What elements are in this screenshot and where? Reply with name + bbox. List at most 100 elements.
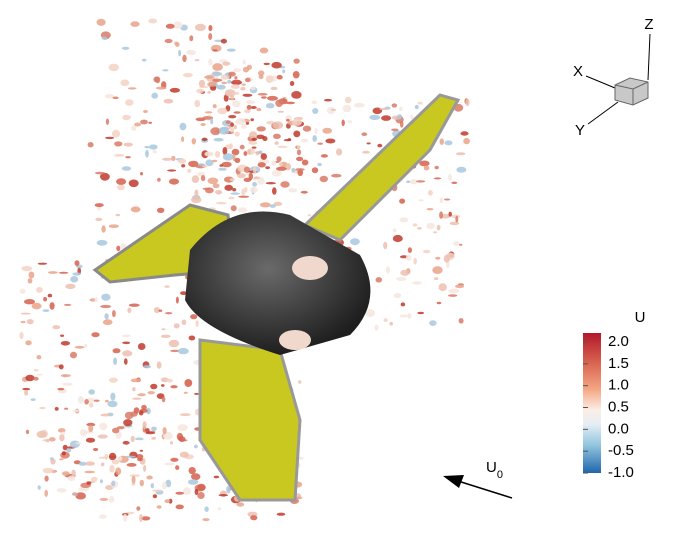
vortex-blob	[38, 263, 47, 265]
vortex-blob	[127, 463, 137, 467]
vortex-blob	[251, 106, 257, 109]
vortex-blob	[296, 157, 303, 161]
axis-line	[588, 102, 618, 124]
vortex-blob	[165, 39, 173, 43]
vortex-blob	[165, 312, 172, 314]
vortex-blob	[222, 162, 232, 168]
vortex-blob	[195, 59, 200, 61]
vortex-blob	[86, 438, 95, 443]
vortex-blob	[228, 115, 236, 118]
vortex-blob	[291, 91, 301, 99]
vortex-blob	[120, 80, 129, 87]
vortex-blob	[43, 309, 50, 312]
flow-arrowhead	[443, 475, 464, 488]
vortex-blob	[227, 49, 236, 52]
vortex-blob	[137, 393, 145, 396]
vortex-blob	[123, 514, 127, 522]
vortex-blob	[247, 105, 252, 110]
vortex-blob	[129, 304, 140, 307]
vortex-blob	[216, 202, 227, 205]
vortex-blob	[75, 346, 85, 349]
vortex-blob	[175, 465, 179, 470]
vortex-blob	[180, 123, 187, 131]
vortex-blob	[243, 60, 246, 65]
vortex-blob	[245, 110, 251, 114]
vortex-blob	[88, 142, 94, 147]
vortex-blob	[416, 180, 425, 182]
vortex-blob	[114, 141, 122, 146]
vortex-blob	[55, 407, 59, 411]
vortex-blob	[132, 476, 136, 484]
axis-line	[648, 34, 650, 80]
axis-cube	[615, 78, 648, 105]
vortex-blob	[112, 310, 116, 317]
vortex-blob	[243, 94, 253, 97]
vortex-blob	[150, 384, 157, 390]
vortex-blob	[343, 105, 352, 112]
vortex-blob	[131, 436, 135, 442]
vortex-blob	[249, 131, 257, 139]
vortex-blob	[109, 496, 115, 503]
vortex-blob	[417, 312, 424, 315]
vortex-blob	[444, 255, 450, 263]
vortex-blob	[234, 125, 237, 130]
vortex-blob	[113, 348, 121, 353]
vortex-blob	[148, 19, 157, 24]
vortex-blob	[174, 323, 180, 328]
vortex-blob	[128, 87, 137, 89]
vortex-blob	[214, 138, 224, 142]
vortex-blob	[183, 487, 191, 495]
vortex-blob	[400, 270, 409, 276]
vortex-blob	[100, 305, 111, 308]
vortex-blob	[419, 199, 424, 201]
vortex-blob	[39, 407, 45, 409]
vortex-blob	[238, 207, 247, 212]
vortex-blob	[113, 358, 117, 365]
vortex-blob	[223, 153, 234, 160]
vortex-blob	[124, 143, 133, 147]
vortex-blob	[449, 212, 452, 217]
vortex-blob	[202, 518, 209, 521]
vortex-blob	[241, 124, 247, 129]
vortex-blob	[418, 102, 423, 105]
vortex-blob	[167, 169, 176, 171]
vortex-blob	[252, 147, 257, 149]
vortex-blob	[262, 136, 267, 141]
vortex-blob	[445, 140, 453, 145]
vortex-blob	[109, 465, 114, 473]
vortex-blob	[166, 24, 175, 29]
vortex-blob	[184, 392, 188, 394]
vortex-blob	[423, 250, 430, 253]
vortex-blob	[178, 159, 186, 164]
vortex-blob	[140, 120, 148, 125]
flow-label: U0	[486, 459, 503, 481]
axis-label: Y	[575, 122, 585, 139]
vortex-blob	[213, 183, 220, 188]
vortex-blob	[231, 84, 240, 89]
vortex-blob	[231, 205, 237, 211]
vortex-blob	[459, 244, 462, 246]
vortex-blob	[64, 304, 72, 306]
vortex-blob	[107, 401, 117, 408]
flow-arrow	[458, 481, 512, 498]
vortex-blob	[49, 437, 56, 441]
vortex-blob	[194, 100, 200, 107]
vortex-blob	[381, 115, 391, 121]
vortex-blob	[408, 247, 412, 253]
vortex-blob	[84, 471, 95, 474]
vortex-blob	[437, 225, 441, 231]
vortex-blob	[196, 89, 204, 94]
vortex-blob	[123, 441, 130, 445]
vortex-blob	[125, 412, 134, 419]
vortex-blob	[297, 149, 301, 155]
vortex-blob	[93, 448, 98, 451]
vortex-blob	[451, 182, 457, 184]
axis-label: Z	[644, 16, 653, 33]
vortex-blob	[183, 73, 193, 77]
vortex-blob	[224, 185, 233, 191]
flow-indicator: U0	[443, 459, 512, 498]
vortex-blob	[184, 379, 192, 387]
vortex-blob	[190, 314, 197, 319]
vortex-blob	[248, 141, 257, 145]
vortex-blob	[153, 150, 157, 153]
